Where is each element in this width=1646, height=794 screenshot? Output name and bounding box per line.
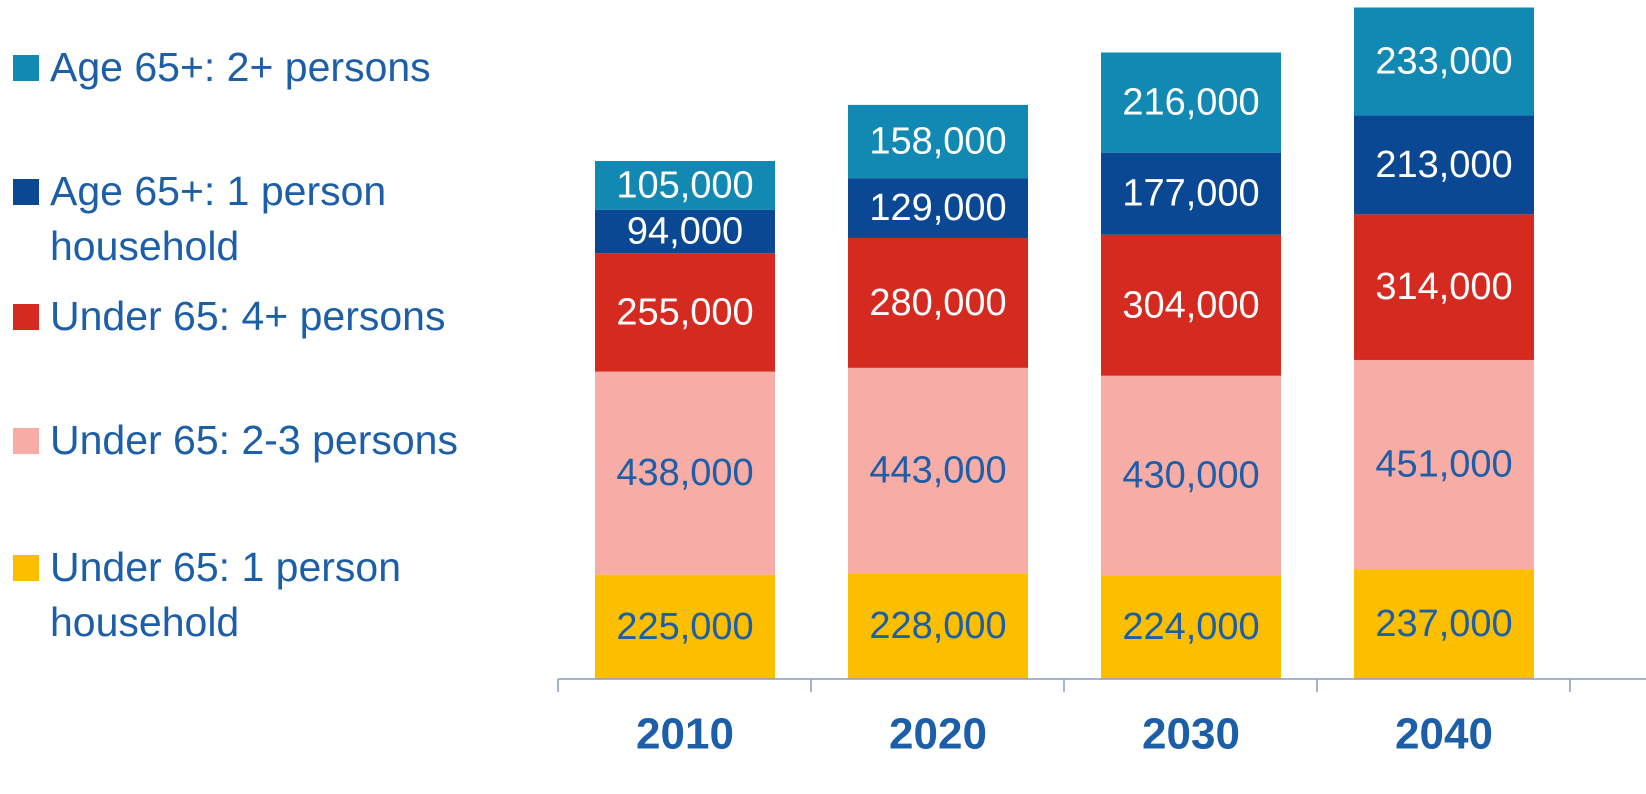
value-label: 129,000 bbox=[869, 187, 1006, 229]
bar-segment bbox=[1354, 214, 1534, 360]
value-label: 216,000 bbox=[1122, 82, 1259, 124]
legend-item: Age 65+: 2+ persons bbox=[13, 40, 503, 95]
bar-segment bbox=[1354, 569, 1534, 679]
legend-swatch bbox=[13, 179, 39, 205]
value-label: 177,000 bbox=[1122, 173, 1259, 215]
bar-segment bbox=[848, 237, 1028, 368]
bar-segment bbox=[848, 573, 1028, 679]
value-label: 304,000 bbox=[1122, 284, 1259, 326]
value-label: 105,000 bbox=[616, 164, 753, 206]
value-label: 228,000 bbox=[869, 605, 1006, 647]
value-label: 224,000 bbox=[1122, 606, 1259, 648]
legend-swatch bbox=[13, 555, 39, 581]
legend-label: Age 65+: 1 person household bbox=[50, 168, 387, 269]
value-label: 158,000 bbox=[869, 121, 1006, 163]
bar-segment bbox=[595, 209, 775, 254]
bar-segment bbox=[1101, 152, 1281, 235]
value-label: 451,000 bbox=[1375, 444, 1512, 486]
bar-segment bbox=[1354, 7, 1534, 116]
bar-segment bbox=[1354, 115, 1534, 215]
legend-swatch bbox=[13, 55, 39, 81]
bar-segment bbox=[595, 253, 775, 372]
legend-label: Age 65+: 2+ persons bbox=[50, 44, 431, 90]
value-label: 233,000 bbox=[1375, 41, 1512, 83]
value-label: 225,000 bbox=[616, 606, 753, 648]
bar-segment bbox=[848, 178, 1028, 238]
value-label: 213,000 bbox=[1375, 144, 1512, 186]
value-label: 314,000 bbox=[1375, 266, 1512, 308]
x-tick-label: 2020 bbox=[889, 710, 987, 759]
legend-item: Under 65: 2-3 persons bbox=[13, 413, 503, 468]
value-label: 430,000 bbox=[1122, 454, 1259, 496]
legend-item: Under 65: 4+ persons bbox=[13, 289, 503, 344]
bar-segment bbox=[848, 104, 1028, 179]
bar-segment bbox=[1101, 234, 1281, 376]
value-label: 255,000 bbox=[616, 291, 753, 333]
legend-item: Under 65: 1 person household bbox=[13, 540, 503, 650]
value-label: 280,000 bbox=[869, 282, 1006, 324]
bar-segment bbox=[1101, 375, 1281, 576]
bar-segment bbox=[1101, 575, 1281, 679]
bar-segment bbox=[1354, 359, 1534, 570]
bar-segment bbox=[595, 371, 775, 575]
x-tick-label: 2040 bbox=[1395, 710, 1493, 759]
legend-label: Under 65: 1 person household bbox=[50, 544, 402, 645]
x-tick-label: 2030 bbox=[1142, 710, 1240, 759]
bar-segment bbox=[595, 574, 775, 679]
value-label: 237,000 bbox=[1375, 603, 1512, 645]
bar-segment bbox=[1101, 52, 1281, 153]
bar-segment bbox=[595, 161, 775, 210]
legend-swatch bbox=[13, 304, 39, 330]
legend-swatch bbox=[13, 428, 39, 454]
legend-item: Age 65+: 1 person household bbox=[13, 164, 503, 274]
value-label: 438,000 bbox=[616, 452, 753, 494]
legend-label: Under 65: 2-3 persons bbox=[50, 417, 458, 463]
value-label: 94,000 bbox=[627, 211, 743, 253]
bar-segment bbox=[848, 367, 1028, 574]
value-label: 443,000 bbox=[869, 450, 1006, 492]
x-tick-label: 2010 bbox=[636, 710, 734, 759]
legend-label: Under 65: 4+ persons bbox=[50, 293, 446, 339]
